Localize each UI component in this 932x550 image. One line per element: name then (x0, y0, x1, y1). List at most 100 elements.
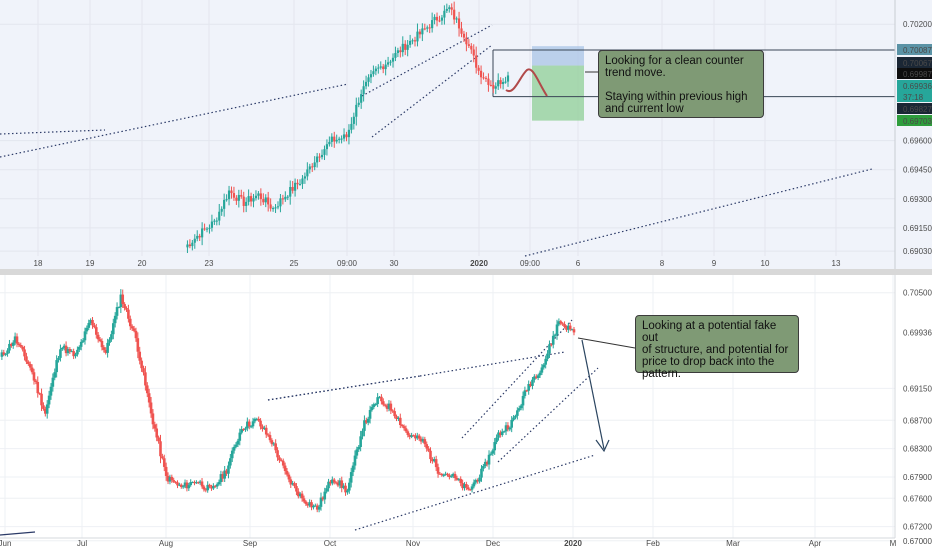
bottom-candle-body (319, 497, 323, 507)
bottom-candle-body (193, 481, 196, 484)
bottom-candle-body (223, 470, 226, 479)
bottom-candle-body (34, 380, 38, 382)
top-price-tag (897, 57, 932, 68)
bottom-candle-body (145, 385, 149, 394)
bottom-candle-body (130, 326, 134, 329)
bottom-candle-body (304, 501, 308, 504)
top-candle-body (479, 70, 483, 78)
bottom-candle-body (11, 342, 15, 346)
bottom-candle-body (466, 487, 470, 490)
bottom-candle-body (230, 450, 234, 459)
top-candle-body (223, 199, 226, 209)
bottom-candle-body (516, 410, 519, 416)
top-candle-body (274, 207, 277, 209)
bottom-time-tick-label: Apr (809, 539, 822, 548)
top-candle-body (497, 80, 500, 87)
top-price-tick-label: 0.69030 (903, 247, 932, 256)
bottom-left-line (0, 531, 36, 536)
bottom-candle-body (438, 473, 442, 475)
bottom-candle-body (42, 405, 45, 409)
bottom-candle-body (365, 420, 368, 423)
bottom-candle-body (227, 465, 230, 474)
bottom-candle-body (94, 327, 98, 335)
bottom-candle-body (448, 475, 451, 478)
bottom-candle-body (149, 402, 153, 414)
top-candle-body (350, 123, 353, 130)
bottom-candle-body (132, 328, 136, 331)
panel-divider[interactable] (0, 269, 932, 275)
bottom-candle-body (453, 473, 457, 478)
bottom-candle-body (19, 344, 23, 347)
top-candle-body (406, 44, 409, 50)
bottom-candle-body (323, 491, 327, 500)
bottom-candle-body (368, 409, 372, 419)
bottom-candle-body (499, 432, 502, 436)
bottom-candle-body (153, 424, 157, 429)
bottom-candle-body (517, 408, 521, 411)
top-candle-body (311, 166, 314, 168)
bottom-candle-body (291, 483, 294, 485)
bottom-candle-body (221, 474, 225, 479)
top-price-tag (897, 68, 932, 79)
bottom-annotation-note[interactable]: Looking at a potential fake out of struc… (635, 315, 799, 380)
bottom-candle-body (406, 431, 410, 435)
bottom-price-tick-label: 0.70500 (903, 289, 932, 298)
bottom-channel-upper (267, 375, 421, 401)
bottom-candle-body (142, 368, 145, 373)
bottom-candle-body (497, 432, 500, 438)
top-candle-body (484, 77, 488, 79)
bottom-candle-body (89, 319, 92, 324)
bottom-candle-body (402, 426, 406, 429)
bottom-candle-body (482, 466, 485, 469)
bottom-candle-body (40, 393, 43, 406)
top-candle-body (467, 44, 470, 46)
bottom-candle-body (451, 473, 455, 477)
top-candle-body (364, 81, 368, 87)
bottom-candle-body (266, 434, 270, 436)
top-candle-body (249, 196, 253, 202)
bottom-candle-body (478, 477, 481, 482)
bottom-candle-body (340, 480, 344, 488)
bottom-candle-body (166, 475, 170, 482)
top-candle-body (342, 134, 346, 139)
top-price-tick-label: 0.70200 (903, 20, 932, 29)
bottom-candle-body (212, 485, 215, 489)
bottom-candle-body (548, 344, 551, 354)
bottom-candle-body (151, 413, 155, 425)
top-time-tick-label: 2020 (470, 259, 488, 268)
top-candle-body (389, 61, 392, 63)
bottom-candle-body (257, 418, 260, 421)
bottom-candle-body (351, 465, 355, 473)
note-connector (577, 337, 636, 349)
top-time-tick-label: 18 (34, 259, 43, 268)
bottom-candle-body (70, 351, 74, 353)
bottom-candle-body (336, 482, 340, 486)
bottom-candle-body (455, 477, 459, 480)
bottom-candle-body (500, 431, 504, 436)
bottom-candle-body (480, 468, 483, 478)
bottom-candle-body (6, 350, 9, 354)
projection-arrow-head (595, 439, 610, 453)
top-candle-body (227, 190, 231, 200)
top-candle-body (301, 178, 304, 184)
top-candle-body (487, 78, 490, 85)
bottom-candle-body (62, 345, 66, 348)
top-price-tick-label: 0.69450 (903, 166, 932, 175)
bottom-candle-body (283, 465, 287, 471)
bottom-candle-body (444, 473, 447, 475)
bottom-candle-body (100, 340, 104, 348)
bottom-candle-body (32, 372, 36, 381)
bottom-candle-body (38, 393, 41, 395)
bottom-candle-body (113, 315, 117, 324)
top-channel-upper (361, 24, 493, 97)
bottom-candle-body (400, 425, 404, 427)
bottom-candle-body (25, 356, 28, 362)
bottom-candle-body (210, 486, 213, 489)
top-annotation-note[interactable]: Looking for a clean counter trend move. … (598, 50, 764, 118)
top-candle-body (482, 77, 485, 79)
bottom-candle-body (568, 325, 572, 330)
bottom-candle-body (238, 432, 242, 441)
top-candle-body (470, 45, 473, 50)
top-candle-body (494, 86, 497, 89)
bottom-candle-body (427, 448, 430, 451)
